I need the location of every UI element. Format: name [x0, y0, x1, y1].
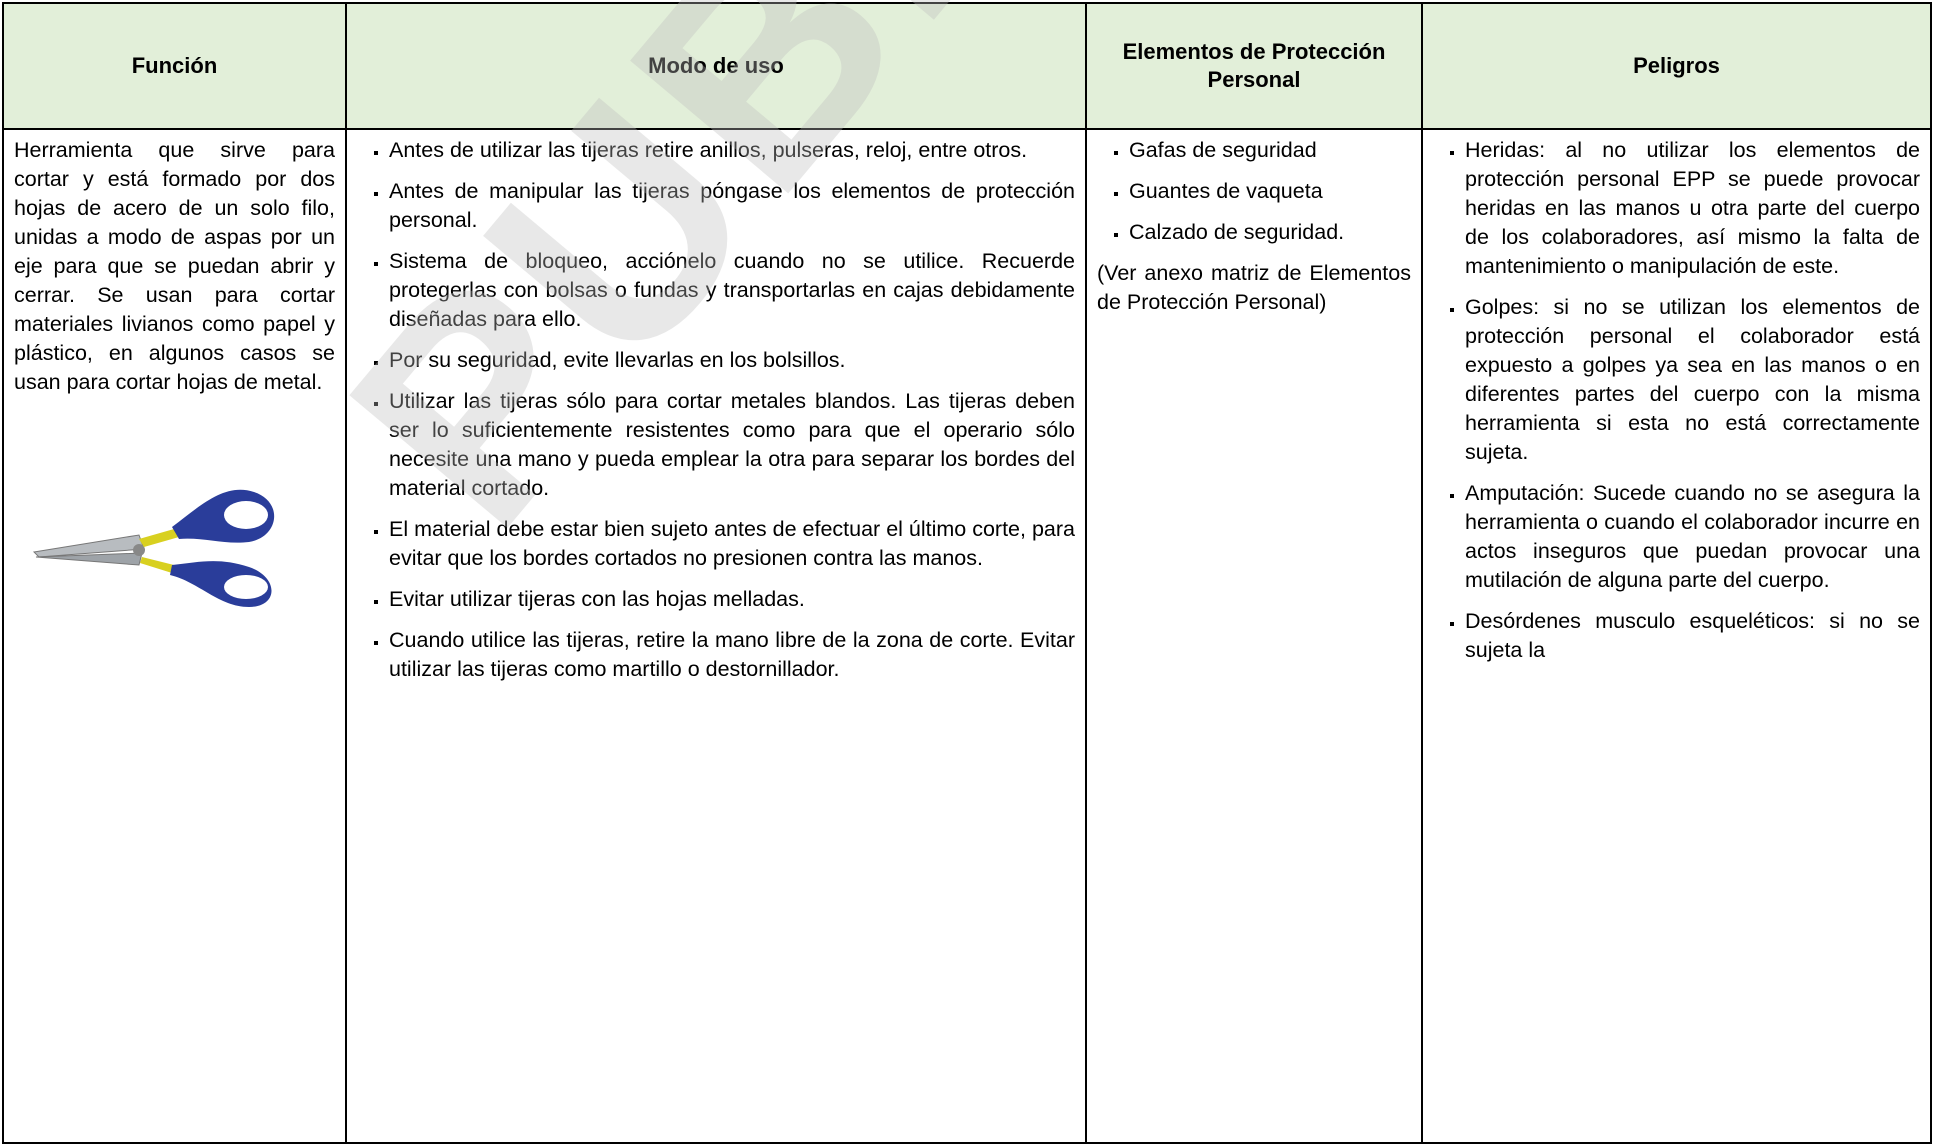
usage-cell: Antes de utilizar las tijeras retire ani… — [345, 128, 1087, 1144]
ppe-cell: Gafas de seguridad Guantes de vaqueta Calz… — [1085, 128, 1423, 1144]
function-text: Herramienta que sirve para cortar y está… — [14, 138, 335, 394]
usage-item: Antes de utilizar las tijeras retire ani… — [389, 136, 1075, 165]
hazard-item: Amputación: Sucede cuando no se asegura … — [1465, 479, 1920, 595]
header-cell: Elementos de Protección Personal — [1085, 2, 1423, 130]
page: Función Modo de uso Elementos de Protecc… — [0, 0, 1934, 1061]
hazard-item: Heridas: al no utilizar los elementos de… — [1465, 136, 1920, 281]
usage-list: Antes de utilizar las tijeras retire ani… — [357, 136, 1075, 684]
usage-item: Utilizar las tijeras sólo para cortar me… — [389, 387, 1075, 503]
header-cell: Modo de uso — [345, 2, 1087, 130]
function-cell: Herramienta que sirve para cortar y está… — [2, 128, 347, 1144]
usage-item: Evitar utilizar tijeras con las hojas me… — [389, 585, 1075, 614]
hazard-item: Desórdenes musculo esqueléticos: si no s… — [1465, 607, 1920, 665]
usage-item: Cuando utilice las tijeras, retire la ma… — [389, 626, 1075, 684]
ppe-item: Calzado de seguridad. — [1129, 218, 1411, 247]
body-row: Herramienta que sirve para cortar y está… — [2, 128, 1932, 1144]
ppe-item: Guantes de vaqueta — [1129, 177, 1411, 206]
hazard-item: Golpes: si no se utilizan los elementos … — [1465, 293, 1920, 467]
ppe-item: Gafas de seguridad — [1129, 136, 1411, 165]
scissors-image — [32, 489, 275, 607]
hazards-list: Heridas: al no utilizar los elementos de… — [1433, 136, 1920, 665]
header-cell: Peligros — [1421, 2, 1932, 130]
hazards-cell: Heridas: al no utilizar los elementos de… — [1421, 128, 1932, 1144]
ppe-note: (Ver anexo matriz de Elementos de Protec… — [1097, 261, 1411, 314]
header-cell: Función — [2, 2, 347, 130]
usage-item: Sistema de bloqueo, acciónelo cuando no … — [389, 247, 1075, 334]
header-row: Función Modo de uso Elementos de Protecc… — [2, 2, 1932, 130]
usage-item: Por su seguridad, evite llevarlas en los… — [389, 346, 1075, 375]
usage-item: Antes de manipular las tijeras póngase l… — [389, 177, 1075, 235]
ppe-list: Gafas de seguridad Guantes de vaqueta Calz… — [1097, 136, 1411, 247]
usage-item: El material debe estar bien sujeto antes… — [389, 515, 1075, 573]
